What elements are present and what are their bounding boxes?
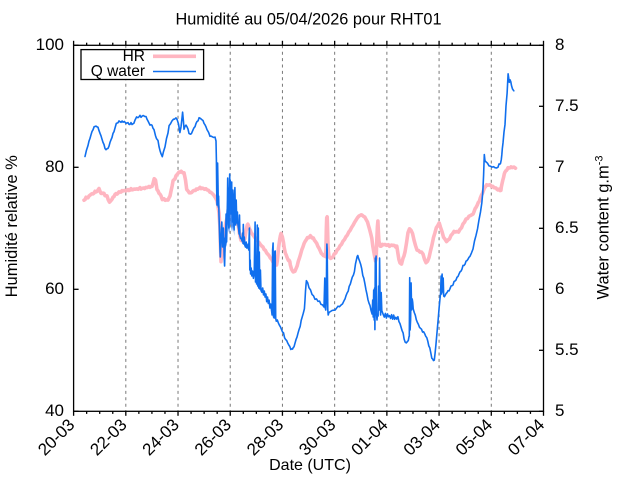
svg-text:80: 80 <box>45 157 64 176</box>
svg-text:7.5: 7.5 <box>555 96 579 115</box>
svg-text:7: 7 <box>555 157 564 176</box>
svg-text:Water content g.m-3: Water content g.m-3 <box>594 156 613 300</box>
svg-text:5.5: 5.5 <box>555 340 579 359</box>
svg-text:40: 40 <box>45 401 64 420</box>
svg-text:100: 100 <box>36 35 64 54</box>
svg-text:5: 5 <box>555 401 564 420</box>
svg-text:HR: HR <box>123 48 145 65</box>
svg-text:Q water: Q water <box>91 63 145 80</box>
svg-text:6: 6 <box>555 279 564 298</box>
svg-text:Humidité au 05/04/2026 pour RH: Humidité au 05/04/2026 pour RHT01 <box>175 11 441 29</box>
svg-text:Humidité relative %: Humidité relative % <box>3 155 21 297</box>
svg-text:8: 8 <box>555 35 564 54</box>
svg-text:60: 60 <box>45 279 64 298</box>
svg-text:Date (UTC): Date (UTC) <box>269 457 351 474</box>
svg-text:6.5: 6.5 <box>555 218 579 237</box>
